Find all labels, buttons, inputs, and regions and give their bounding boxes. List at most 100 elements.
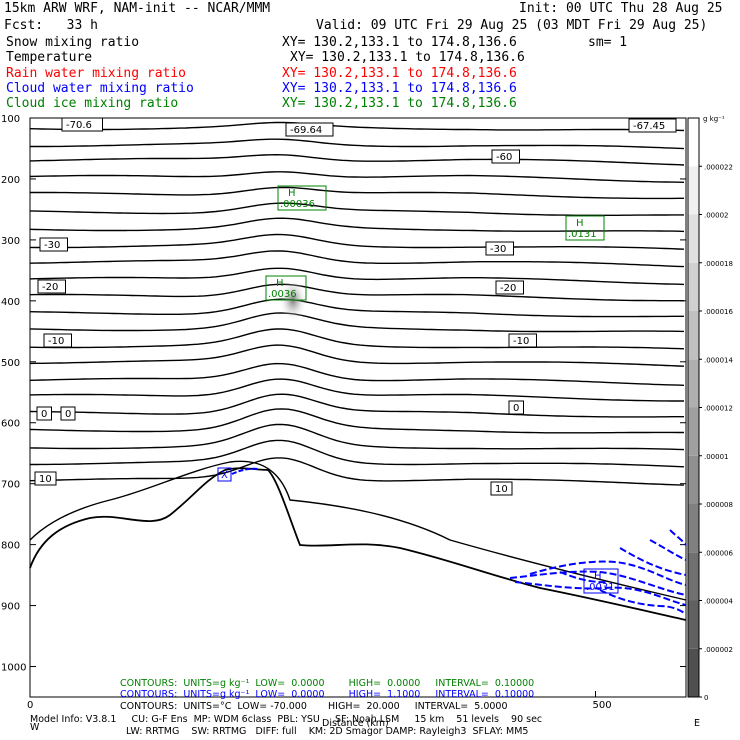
colorbar-segment (688, 118, 699, 167)
isotherm-label-box (495, 280, 524, 295)
terrain-line (29, 467, 687, 621)
cloud-water-marker: X (221, 470, 228, 481)
field-name: Rain water mixing ratio (6, 66, 187, 81)
colorbar-segment (688, 455, 699, 504)
high-label-box (583, 568, 619, 594)
isotherm-label-box (491, 149, 520, 164)
forecast-hour: Fcst: 33 h (4, 18, 98, 33)
field-xy: XY= 130.2,133.1 to 174.8,136.6 (282, 66, 517, 81)
isotherm-label: 0 (513, 403, 519, 414)
isotherm-line (29, 328, 685, 350)
chart-title: 15km ARW WRF, NAM-init -- NCAR/MMM (4, 1, 271, 16)
colorbar-label: .00001 (704, 453, 729, 461)
isotherm-label: 0 (41, 409, 47, 420)
y-tick-label: 300 (1, 236, 20, 247)
field-xy: XY= 130.2,133.1 to 174.8,136.6 (282, 81, 517, 96)
isotherm-label-box (490, 481, 513, 496)
colorbar-label: .000016 (704, 308, 733, 316)
colorbar-segment (688, 214, 699, 263)
isotherm-label: -20 (500, 283, 516, 294)
model-info-line1: Model Info: V3.8.1 CU: G-F Ens MP: WDM 6… (30, 714, 543, 725)
y-tick-label: 100 (1, 114, 20, 125)
y-tick-label: 500 (1, 358, 20, 369)
isotherm-line (29, 408, 684, 434)
x-tick-label: 0 (27, 700, 33, 711)
cloud-water-contour (619, 547, 687, 576)
isotherm-label: -10 (513, 336, 529, 347)
colorbar-label: 0 (704, 694, 708, 702)
isotherm-label: -10 (48, 336, 64, 347)
cloud-water-contour (514, 581, 687, 606)
isotherm-label: 10 (495, 484, 508, 495)
y-tick-label: 200 (1, 175, 20, 186)
colorbar-label: .000004 (704, 598, 733, 606)
colorbar-label: .000006 (704, 549, 733, 557)
y-tick-label: 400 (1, 297, 20, 308)
isotherm-line (29, 233, 685, 250)
isotherm-line (29, 217, 685, 233)
colorbar-label: .000008 (704, 501, 733, 509)
high-label-letter: H (276, 278, 284, 289)
cloud-water-contour (509, 570, 687, 596)
colorbar-label: .00002 (704, 212, 729, 220)
isotherm-label: 0 (65, 409, 71, 420)
plot-frame (29, 117, 687, 698)
isotherm-label-box (485, 241, 514, 256)
colorbar-segment (688, 311, 699, 360)
high-label-box (277, 185, 327, 211)
colorbar-segment (688, 407, 699, 456)
isotherm-label-box (39, 237, 68, 252)
isotherm-line (29, 283, 684, 302)
cloud-water-contour (669, 529, 687, 546)
y-tick-label: 800 (1, 541, 20, 552)
isotherm-label-box (628, 118, 677, 133)
isotherm-label: 10 (39, 474, 52, 485)
cloud-water-contour (599, 589, 687, 615)
cloud-water-contour (231, 467, 259, 475)
isotherm-line (29, 423, 685, 451)
isotherm-label-box (508, 333, 537, 348)
y-tick-label: 900 (1, 602, 20, 613)
isotherm-line (29, 267, 685, 286)
colorbar-segment (688, 359, 699, 408)
isotherm-label: -30 (490, 244, 506, 255)
isotherm-line (29, 171, 685, 183)
contours-line-temp: CONTOURS: UNITS=°C LOW= -70.000 HIGH= 20… (120, 701, 508, 712)
isotherm-line (29, 298, 684, 318)
contours-line-ice: CONTOURS: UNITS=g kg⁻¹ LOW= 0.0000 HIGH=… (120, 678, 535, 689)
field-name: Temperature (6, 50, 93, 65)
x-axis-right-label: E (694, 718, 701, 729)
high-label-value: .00036 (280, 199, 315, 210)
isotherm-label-box (34, 471, 57, 486)
contours-line-water: CONTOURS: UNITS=g kg⁻¹ LOW= 0.0000 HIGH=… (120, 689, 535, 700)
colorbar-label: .000022 (704, 163, 733, 171)
colorbar-segment (688, 262, 699, 311)
isotherm-label-box (60, 406, 76, 421)
field-xy: XY= 130.2,133.1 to 174.8,136.6 (290, 50, 525, 65)
high-label-box (265, 275, 307, 301)
high-label-box (565, 215, 605, 241)
isotherm-label: -60 (496, 152, 512, 163)
isotherm-line (29, 378, 684, 402)
high-label-value: .0131 (568, 229, 597, 240)
high-label-letter: H (576, 218, 584, 229)
isotherm-line (30, 186, 684, 200)
field-xy: XY= 130.2,133.1 to 174.8,136.6 (282, 35, 517, 50)
isotherm-line (29, 393, 684, 418)
colorbar-label: .000018 (704, 260, 733, 268)
y-tick-label: 700 (1, 480, 20, 491)
field-name: Snow mixing ratio (6, 35, 140, 50)
isotherm-label-box (285, 122, 334, 137)
cloud-water-contour (649, 539, 687, 561)
colorbar-unit: g kg⁻¹ (703, 115, 725, 123)
high-label-letter: H (594, 571, 602, 582)
isotherm-label-box (37, 279, 66, 294)
field-name: Cloud ice mixing ratio (6, 96, 179, 111)
colorbar-label: .000012 (704, 405, 733, 413)
x-axis-left-label: W (30, 722, 40, 733)
isotherm-label: -69.64 (290, 125, 322, 136)
isotherm-line (29, 202, 684, 216)
isotherm-label-box (508, 400, 524, 415)
field-xy: XY= 130.2,133.1 to 174.8,136.6 (282, 96, 517, 111)
colorbar-segment (688, 648, 699, 697)
